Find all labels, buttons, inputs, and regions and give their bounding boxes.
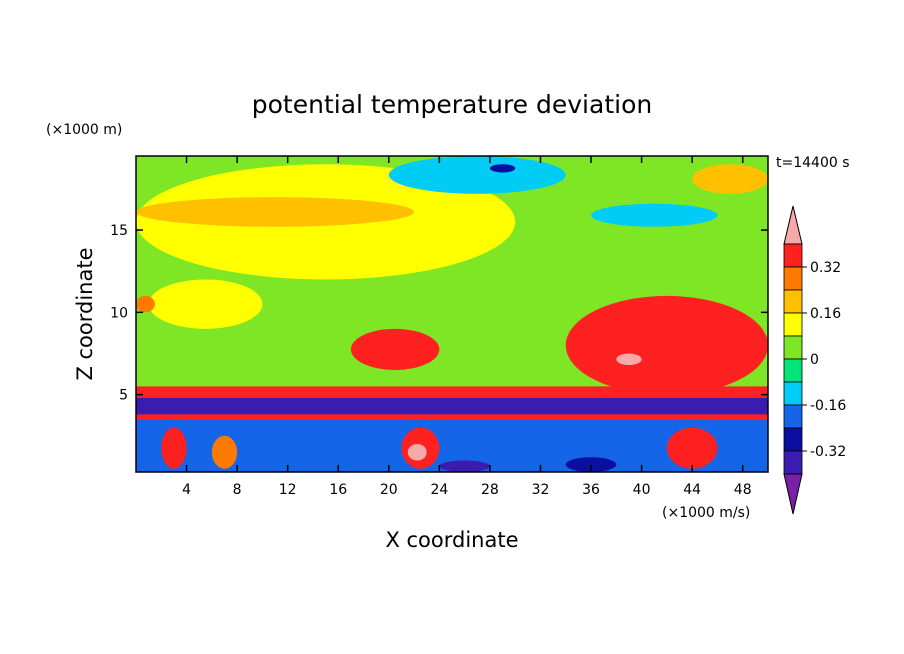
x-tick-label: 40 [633, 482, 651, 498]
x-tick-label: 4 [182, 482, 191, 498]
colorbar-segment [783, 404, 803, 429]
colorbar-segment [783, 381, 803, 406]
contour-region-6 [489, 164, 516, 173]
colorbar-tick-label: 0.32 [810, 260, 841, 276]
contour-region-10 [350, 328, 440, 370]
colorbar-tick-label: -0.16 [810, 398, 846, 414]
colorbar-segment [783, 358, 803, 383]
colorbar-bottom-triangle [783, 473, 803, 515]
colorbar: 0.32 0.16 0 -0.16 -0.32 [783, 205, 846, 515]
contour-region-3 [136, 197, 415, 227]
colorbar-segment [783, 450, 803, 475]
y-tick-label: 10 [110, 305, 128, 321]
plot-area [135, 155, 769, 473]
contour-region-12 [616, 353, 642, 366]
contour-region-7 [591, 203, 718, 227]
time-label: t=14400 s [776, 155, 850, 171]
colorbar-segment [783, 266, 803, 291]
colorbar-segment [783, 335, 803, 360]
x-axis-label: X coordinate [385, 528, 518, 552]
colorbar-tick-label: 0 [810, 352, 819, 368]
x-axis: 4 8 12 16 20 24 28 32 36 40 44 48 [182, 156, 752, 498]
x-tick-label: 24 [430, 482, 448, 498]
x-tick-label: 44 [683, 482, 701, 498]
x-tick-label: 28 [481, 482, 499, 498]
contour-region-5 [388, 156, 566, 194]
contour-region-11 [565, 295, 768, 395]
contour-regions [136, 156, 768, 472]
x-tick-label: 8 [233, 482, 242, 498]
x-unit-label: (×1000 m/s) [662, 505, 750, 521]
plot-frame [135, 155, 769, 473]
x-tick-label: 20 [380, 482, 398, 498]
colorbar-tick-label: 0.16 [810, 306, 841, 322]
colorbar-tick-label: -0.32 [810, 444, 846, 460]
x-tick-label: 48 [734, 482, 752, 498]
y-tick-label: 15 [110, 223, 128, 239]
contour-region-9 [136, 295, 155, 313]
colorbar-segment [783, 289, 803, 314]
y-unit-label: (×1000 m) [46, 122, 122, 138]
y-tick-label: 5 [119, 388, 128, 404]
colorbar-segment [783, 243, 803, 268]
colorbar-top-triangle [783, 205, 803, 245]
contour-region-23 [565, 457, 617, 472]
colorbar-segment [783, 312, 803, 337]
x-tick-label: 32 [532, 482, 550, 498]
x-tick-label: 36 [582, 482, 600, 498]
contour-region-15 [136, 397, 768, 415]
contour-region-19 [666, 427, 718, 469]
contour-region-22 [439, 460, 490, 472]
contour-region-20 [161, 427, 187, 469]
colorbar-segment [783, 427, 803, 452]
contour-region-21 [211, 435, 238, 469]
y-axis-label: Z coordinate [73, 247, 97, 380]
contour-region-4 [692, 164, 768, 194]
chart-title: potential temperature deviation [252, 90, 652, 119]
x-tick-label: 16 [329, 482, 347, 498]
x-tick-label: 12 [279, 482, 297, 498]
contour-region-8 [148, 279, 263, 329]
contour-region-18 [407, 444, 427, 461]
y-axis: 5 10 15 [110, 223, 768, 404]
